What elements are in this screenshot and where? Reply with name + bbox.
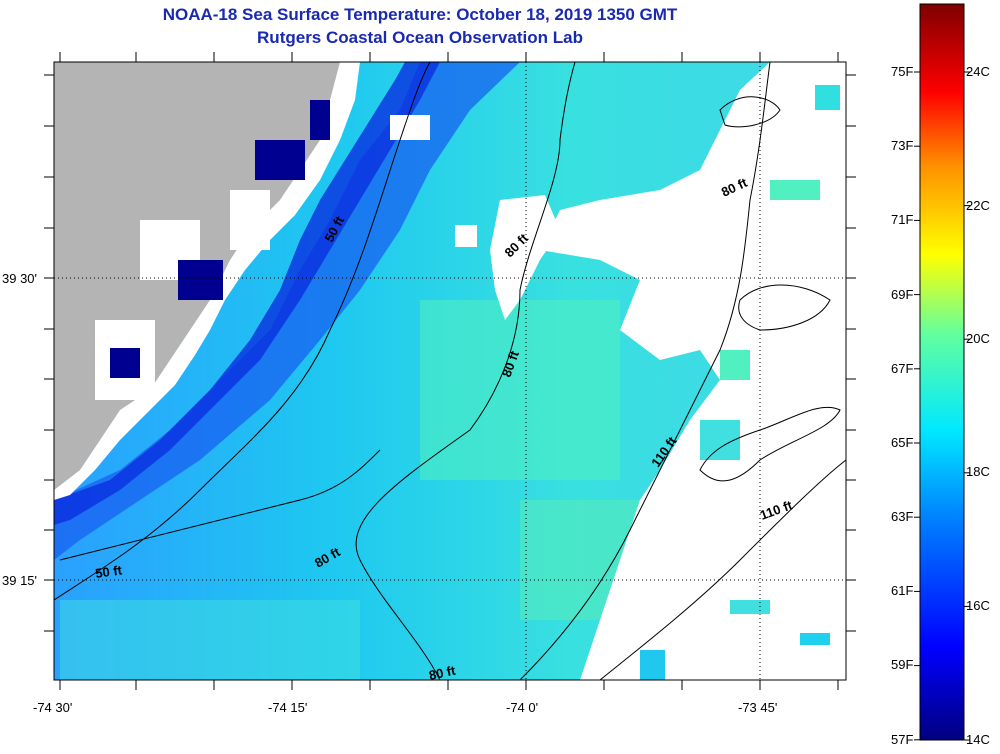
colorbar-f-label: 57F: [891, 732, 914, 747]
contour-110ft-b: [599, 459, 846, 680]
lon-label: -74 0': [506, 700, 538, 715]
bay-cold: [178, 260, 223, 300]
bay-cold: [255, 140, 305, 180]
sea-pixel: [720, 350, 750, 380]
colorbar-f-label: 67F: [891, 361, 914, 376]
contour-80ft: [355, 62, 576, 680]
colorbar-c-label: 20C: [966, 331, 990, 346]
colorbar-c-label: 22C: [966, 198, 990, 213]
cloud-mask: [390, 115, 430, 140]
bay-cold: [310, 100, 330, 140]
contour-islands: [719, 96, 781, 128]
bathymetry-contours: [54, 62, 846, 680]
cloud-mask-east: [540, 62, 846, 680]
warm-patch: [60, 600, 360, 680]
colorbar-f-label: 59F: [891, 657, 914, 672]
sea-pixel: [815, 85, 840, 110]
map-title: NOAA-18 Sea Surface Temperature: October…: [162, 5, 678, 24]
sea-pixel: [730, 600, 770, 614]
colorbar-c-label: 16C: [966, 598, 990, 613]
cloud-mask: [455, 225, 477, 247]
sea-pixel: [770, 180, 820, 200]
cloud-mask-mid: [490, 195, 560, 320]
lon-label: -74 30': [33, 700, 72, 715]
colder-band: [54, 62, 440, 525]
colorbar-c-label: 18C: [966, 464, 990, 479]
colorbar-f-label: 65F: [891, 435, 914, 450]
lat-label: 39 30': [2, 271, 37, 286]
colorbar-ticks: [914, 71, 970, 741]
lon-label: -73 45': [738, 700, 777, 715]
colorbar-f-label: 69F: [891, 287, 914, 302]
contour-50ft: [54, 62, 431, 601]
colorbar-c-label: 14C: [966, 732, 990, 747]
coastal-mask: [230, 190, 270, 250]
contour-islands: [738, 284, 831, 331]
graticule: [54, 62, 846, 680]
sea-pixel: [640, 650, 665, 680]
contour-label: 50 ft: [94, 562, 123, 581]
bay-cold: [110, 348, 140, 378]
contour-islands: [699, 406, 841, 482]
lon-label: -74 15': [268, 700, 307, 715]
contour-110ft: [519, 62, 771, 680]
contour-label: 80 ft: [428, 663, 458, 683]
colorbar-f-label: 73F: [891, 138, 914, 153]
colorbar-f-label: 63F: [891, 509, 914, 524]
axis-ticks: [44, 52, 856, 690]
colorbar-c-label: 24C: [966, 64, 990, 79]
colorbar: [919, 3, 965, 741]
contour-80ft-b: [59, 449, 381, 561]
map-subtitle: Rutgers Coastal Ocean Observation Lab: [257, 28, 583, 47]
sea-pixel: [800, 633, 830, 645]
colorbar-f-label: 71F: [891, 212, 914, 227]
map-frame: [53, 61, 847, 681]
lat-label: 39 15': [2, 573, 37, 588]
colorbar-f-label: 75F: [891, 64, 914, 79]
warm-patch: [420, 300, 620, 480]
colorbar-f-label: 61F: [891, 583, 914, 598]
